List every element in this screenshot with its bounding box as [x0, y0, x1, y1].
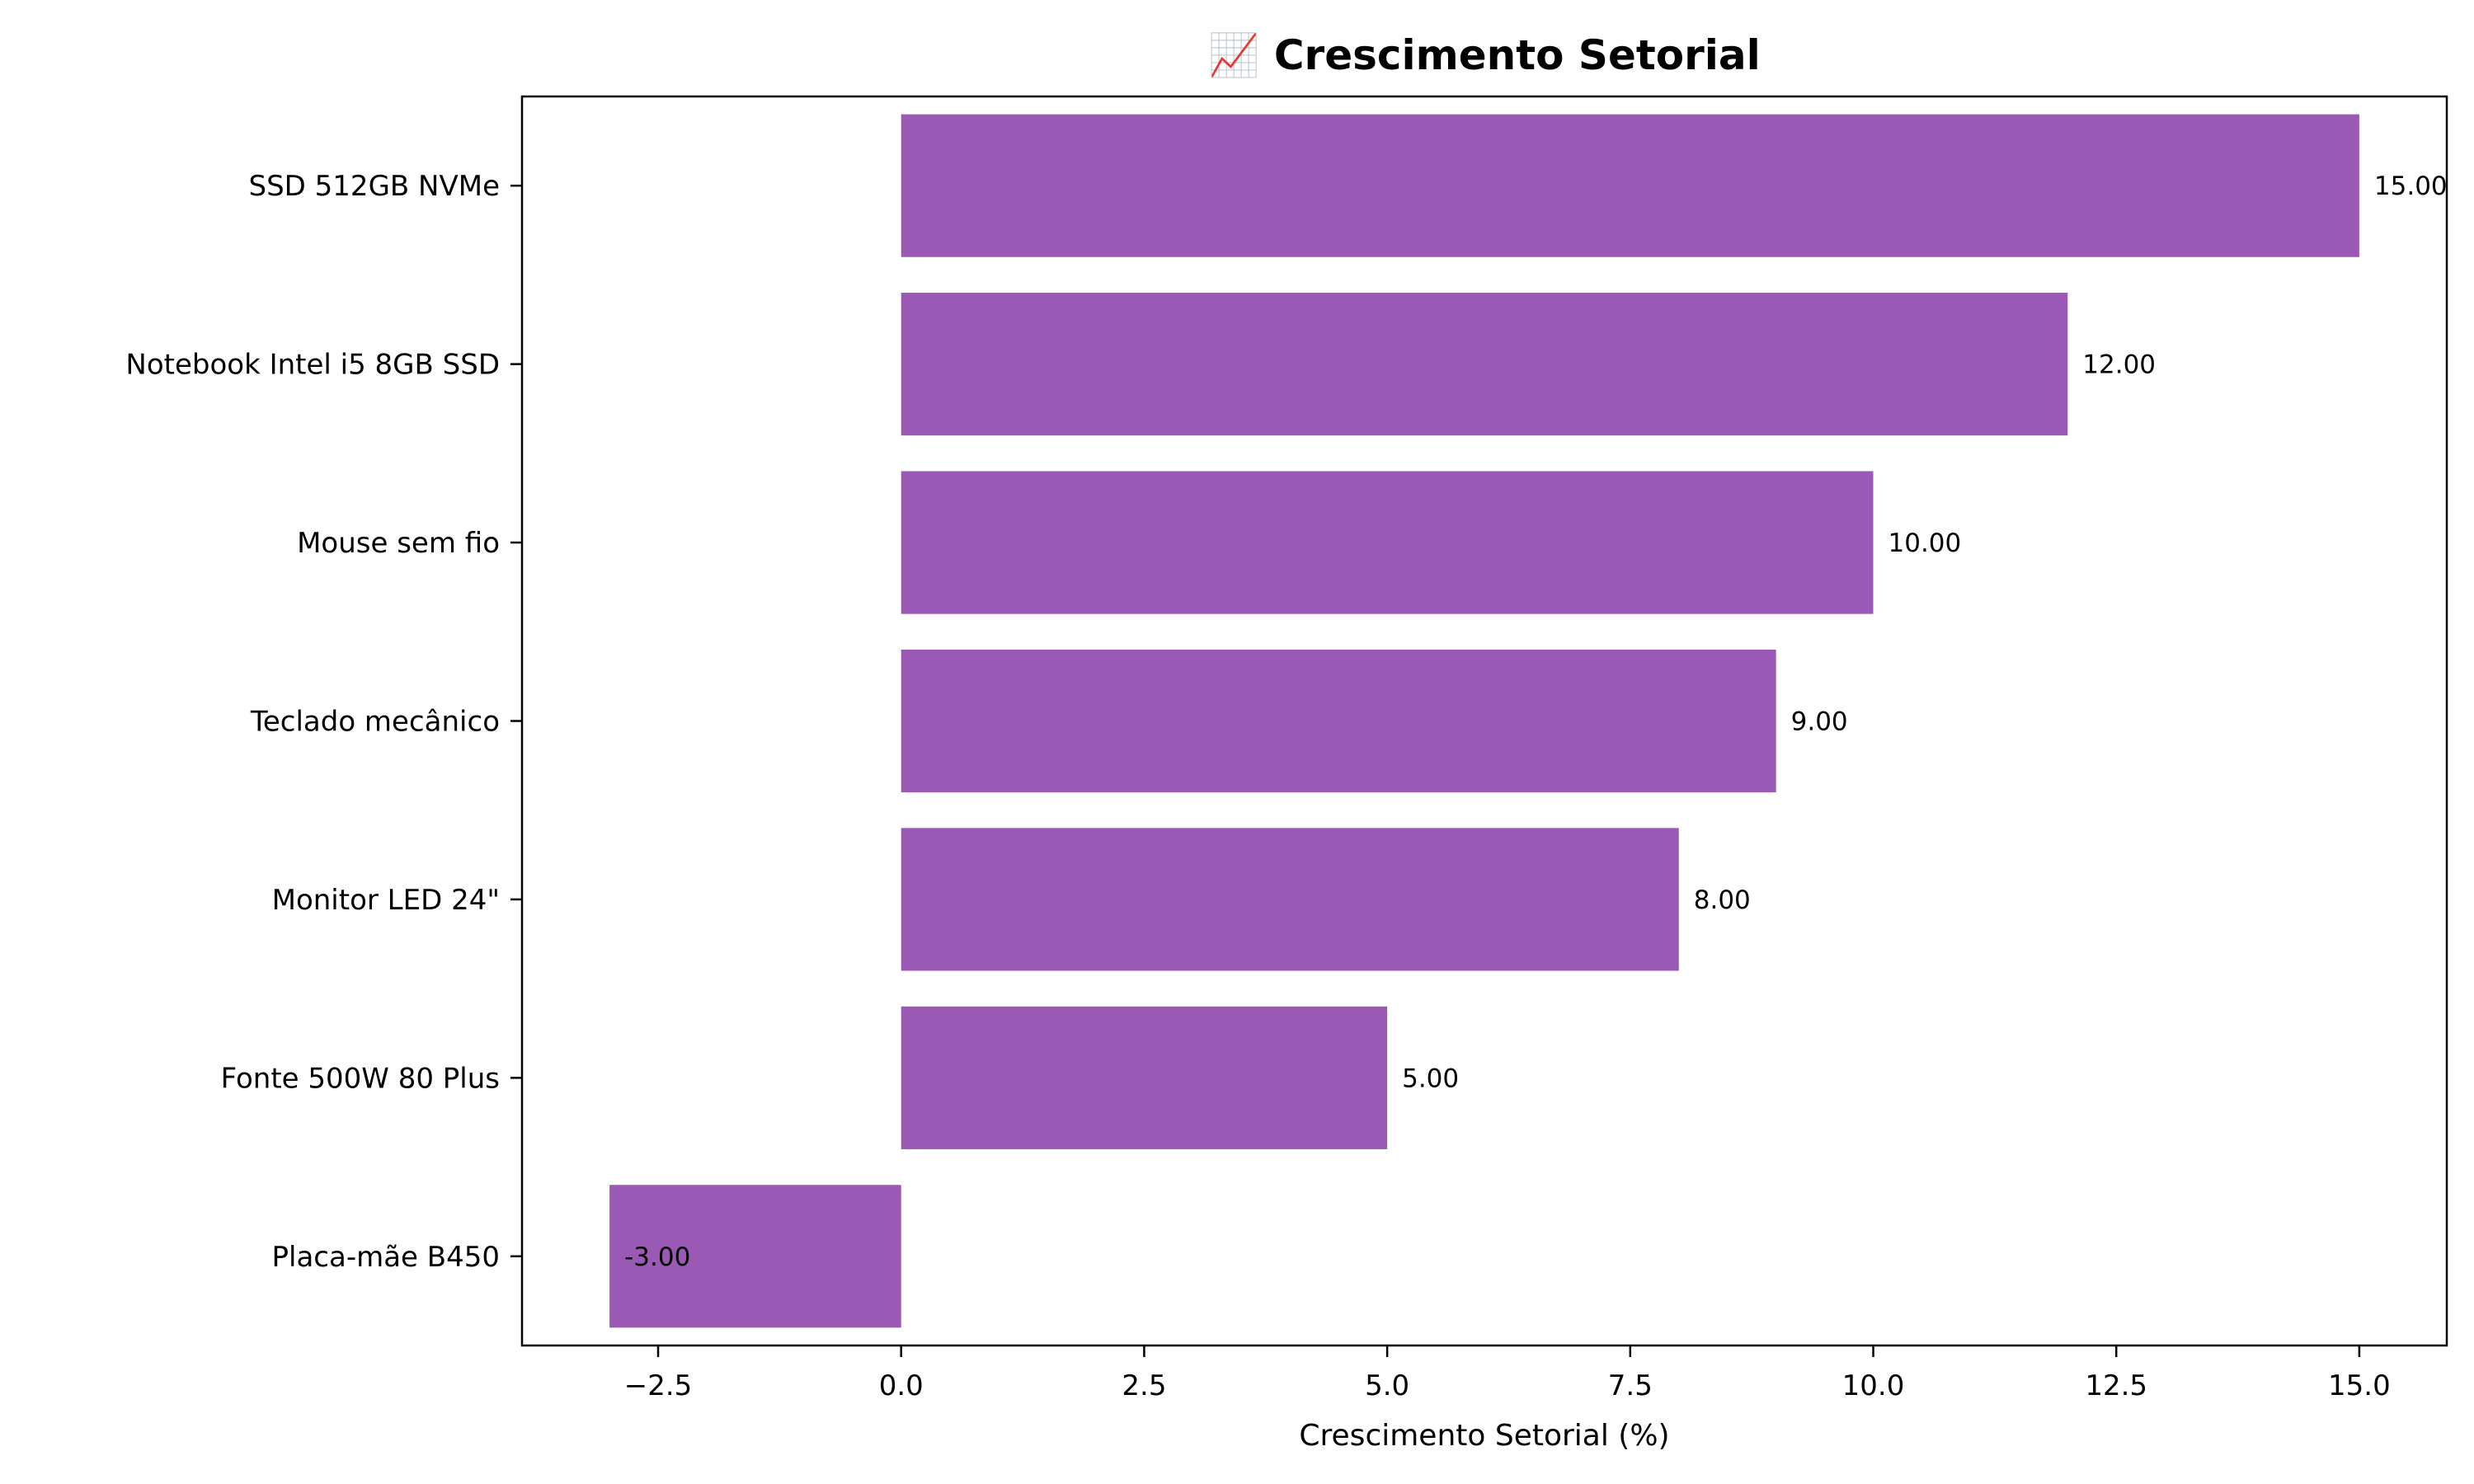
bar — [901, 649, 1776, 793]
x-axis-label: Crescimento Setorial (%) — [1299, 1419, 1669, 1453]
x-tick-label: 2.5 — [1122, 1369, 1166, 1402]
x-tick-label: 7.5 — [1608, 1369, 1653, 1402]
x-tick-label: 12.5 — [2085, 1369, 2147, 1402]
x-tick-label: −2.5 — [624, 1369, 693, 1402]
bars-layer — [609, 114, 2359, 1328]
value-label: 5.00 — [1402, 1064, 1459, 1093]
x-axis: −2.5 0.0 2.5 5.0 7.5 10.0 12.5 15.0 — [624, 1345, 2391, 1402]
y-tick-label: Placa-mãe B450 — [272, 1241, 500, 1274]
bar — [901, 114, 2359, 257]
y-tick-label: SSD 512GB NVMe — [249, 170, 500, 203]
x-tick-label: 0.0 — [879, 1369, 924, 1402]
y-tick-label: Mouse sem fio — [297, 527, 500, 560]
value-label: 15.00 — [2374, 171, 2448, 201]
bar — [901, 293, 2068, 436]
value-label: -3.00 — [624, 1242, 690, 1272]
x-tick-label: 15.0 — [2328, 1369, 2391, 1402]
y-tick-label: Fonte 500W 80 Plus — [221, 1062, 500, 1095]
value-labels-layer: 15.00 12.00 10.00 9.00 8.00 5.00 -3.00 — [624, 171, 2448, 1272]
value-label: 10.00 — [1888, 528, 1962, 558]
chart-title: 📈 Crescimento Setorial — [1208, 31, 1761, 79]
x-tick-label: 10.0 — [1842, 1369, 1905, 1402]
y-tick-label: Notebook Intel i5 8GB SSD — [125, 349, 500, 382]
y-tick-label: Monitor LED 24" — [272, 884, 500, 917]
value-label: 12.00 — [2082, 350, 2156, 380]
y-tick-label: Teclado mecânico — [250, 706, 500, 739]
y-axis: SSD 512GB NVMe Notebook Intel i5 8GB SSD M… — [125, 170, 522, 1274]
x-tick-label: 5.0 — [1365, 1369, 1409, 1402]
value-label: 8.00 — [1694, 885, 1751, 915]
bar — [901, 1006, 1388, 1149]
bar — [901, 828, 1679, 971]
value-label: 9.00 — [1791, 707, 1848, 737]
bar — [609, 1185, 901, 1328]
bar — [901, 471, 1874, 614]
